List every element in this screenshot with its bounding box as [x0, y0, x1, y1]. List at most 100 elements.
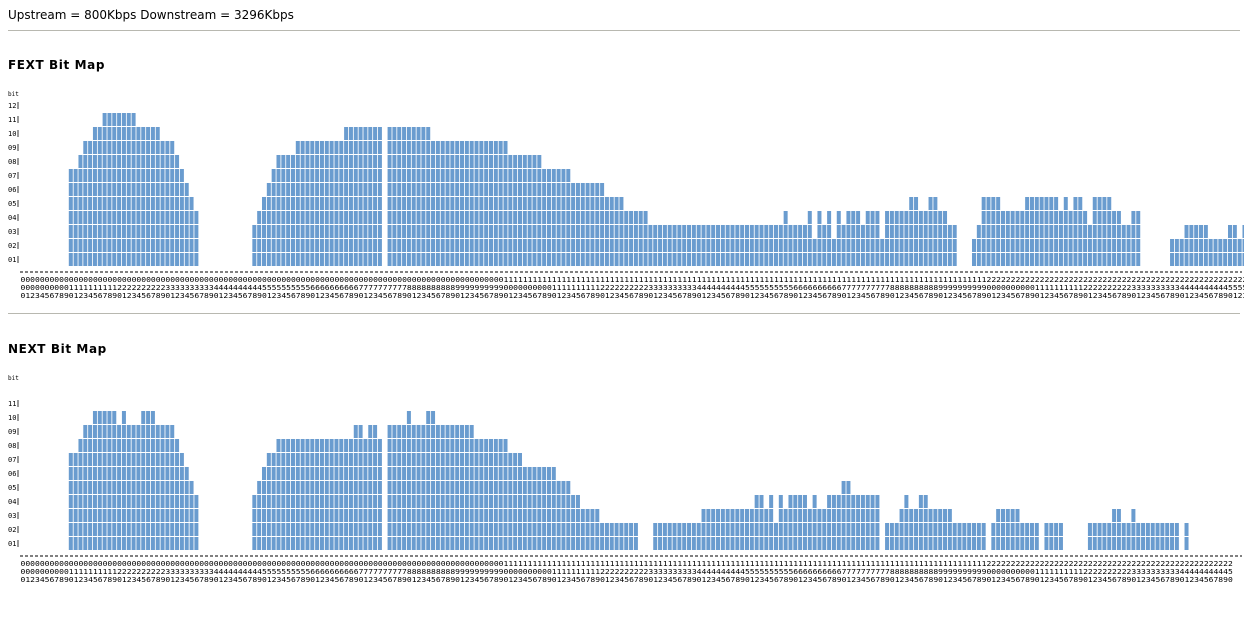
bit-bar [407, 155, 411, 168]
bit-bar [392, 141, 396, 154]
bit-bar [677, 253, 681, 266]
y-tick-label: 07 [8, 456, 16, 464]
bit-bar [93, 467, 97, 480]
bit-bar [465, 253, 469, 266]
bit-bar [74, 453, 78, 466]
bit-bar [281, 495, 285, 508]
bit-bar [619, 537, 623, 550]
bit-bar [470, 481, 474, 494]
bit-bar [1102, 239, 1106, 252]
bit-bar [339, 253, 343, 266]
bit-bar [900, 239, 904, 252]
bit-bar [586, 239, 590, 252]
bit-bar [561, 495, 565, 508]
bit-bar [402, 509, 406, 522]
bit-bar [764, 253, 768, 266]
bit-bar [175, 239, 179, 252]
bit-bar [397, 127, 401, 140]
bit-bar [286, 197, 290, 210]
bit-bar [1093, 211, 1097, 224]
bit-bar [180, 169, 184, 182]
bit-bar [107, 253, 111, 266]
bit-bar [1194, 239, 1198, 252]
bit-bar [161, 155, 165, 168]
bit-bar [392, 253, 396, 266]
bit-bar [310, 495, 314, 508]
bit-bar [441, 453, 445, 466]
bit-bar [117, 141, 121, 154]
bit-bar [127, 197, 131, 210]
bit-bar [151, 481, 155, 494]
bit-bar [547, 183, 551, 196]
bit-bar [1102, 197, 1106, 210]
bit-bar [69, 509, 73, 522]
x-tick-labels-hundreds: 0000000000000000000000000000000000000000… [21, 276, 1244, 284]
bit-bar [315, 453, 319, 466]
bit-bar [528, 537, 532, 550]
bit-bar [537, 523, 541, 536]
bit-bar [426, 439, 430, 452]
bit-bar [1088, 523, 1092, 536]
bit-bar [634, 225, 638, 238]
bit-bar [98, 141, 102, 154]
bit-bar [368, 183, 372, 196]
bit-bar [334, 253, 338, 266]
bit-bar [83, 481, 87, 494]
bit-bar [576, 253, 580, 266]
bit-bar [388, 439, 392, 452]
bit-bar [508, 225, 512, 238]
bit-bar [576, 211, 580, 224]
bit-bar [987, 211, 991, 224]
bit-bar [88, 253, 92, 266]
bit-bar [349, 537, 353, 550]
bit-bar [436, 509, 440, 522]
bit-bar [624, 225, 628, 238]
bit-bar [996, 197, 1000, 210]
bit-bar [334, 439, 338, 452]
bit-bar [112, 537, 116, 550]
bit-bar [759, 509, 763, 522]
bit-bar [576, 495, 580, 508]
bit-bar [822, 523, 826, 536]
bit-bar [296, 467, 300, 480]
bit-bar [378, 523, 382, 536]
bit-bar [339, 509, 343, 522]
bit-bar [436, 155, 440, 168]
bit-bar [161, 537, 165, 550]
bit-bar [330, 453, 334, 466]
bit-bar [581, 197, 585, 210]
bit-bar [296, 141, 300, 154]
bit-bar [827, 239, 831, 252]
bit-bar [460, 509, 464, 522]
bit-bar [508, 155, 512, 168]
bit-bar [262, 239, 266, 252]
bit-bar [426, 141, 430, 154]
bit-bar [83, 425, 87, 438]
bit-bar [122, 495, 126, 508]
bit-bar [595, 197, 599, 210]
bit-bar [552, 523, 556, 536]
bit-bar [494, 183, 498, 196]
y-tick-label: 03 [8, 512, 16, 520]
bit-bar [325, 197, 329, 210]
bit-bar [397, 239, 401, 252]
bit-bar [919, 239, 923, 252]
bit-bar [349, 183, 353, 196]
bit-bar [605, 211, 609, 224]
bit-bar [552, 197, 556, 210]
bit-bar [194, 495, 198, 508]
bit-bar [494, 481, 498, 494]
bit-bar [590, 211, 594, 224]
bit-bar [344, 141, 348, 154]
bit-bar [759, 495, 763, 508]
bit-bar [170, 509, 174, 522]
bit-bar [127, 155, 131, 168]
bit-bar [98, 481, 102, 494]
bit-bar [175, 155, 179, 168]
bit-bar [484, 183, 488, 196]
bit-bar [489, 253, 493, 266]
bit-bar [537, 169, 541, 182]
bit-bar [484, 141, 488, 154]
bit-bar [421, 183, 425, 196]
bit-bar [141, 239, 145, 252]
